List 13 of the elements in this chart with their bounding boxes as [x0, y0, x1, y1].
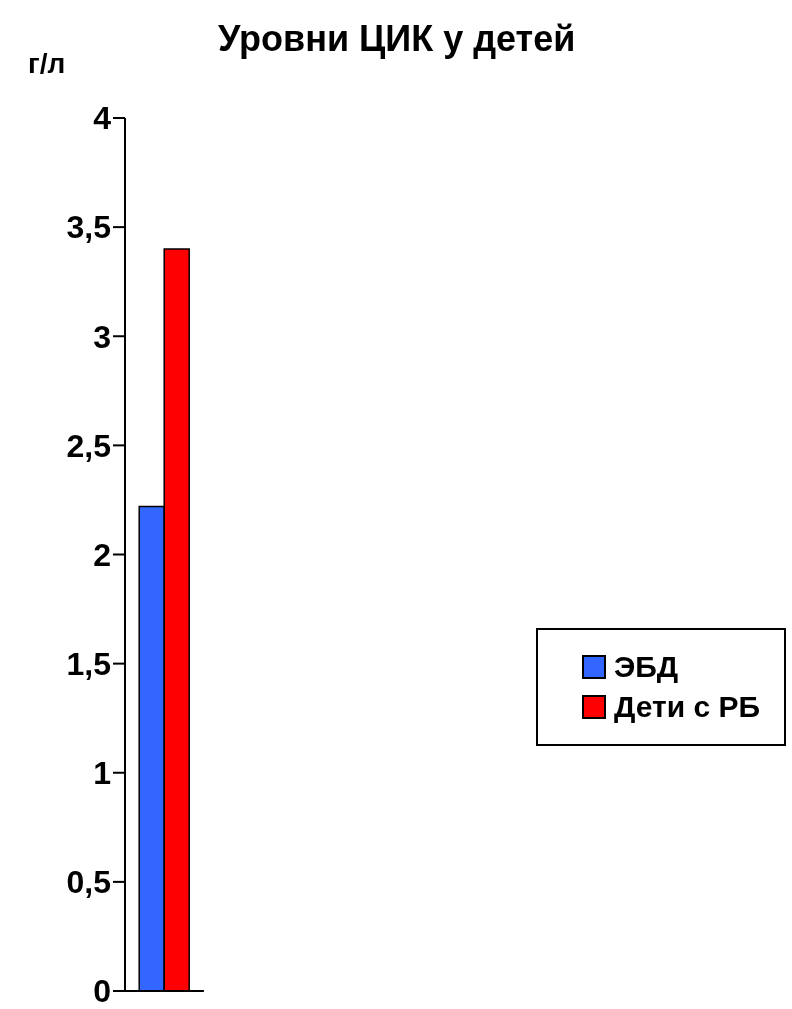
legend-label: ЭБД — [612, 650, 680, 684]
y-axis-title: г/л — [28, 48, 66, 80]
y-tick-label: 4 — [93, 100, 112, 137]
y-tick-label: 1,5 — [66, 645, 111, 682]
y-tick-label: 0 — [93, 973, 111, 1009]
y-tick-label: 1 — [93, 755, 111, 792]
legend-label: Дети с РБ — [612, 690, 760, 724]
text: Уровни ЦИК у детей — [218, 18, 576, 60]
y-tick-label: 3 — [93, 318, 111, 355]
y-tick-label: 0,5 — [66, 864, 111, 901]
y-tick-label: 3,5 — [66, 209, 111, 246]
y-tick-label: 2 — [93, 536, 111, 573]
y-tick-label: 2,5 — [66, 427, 111, 464]
